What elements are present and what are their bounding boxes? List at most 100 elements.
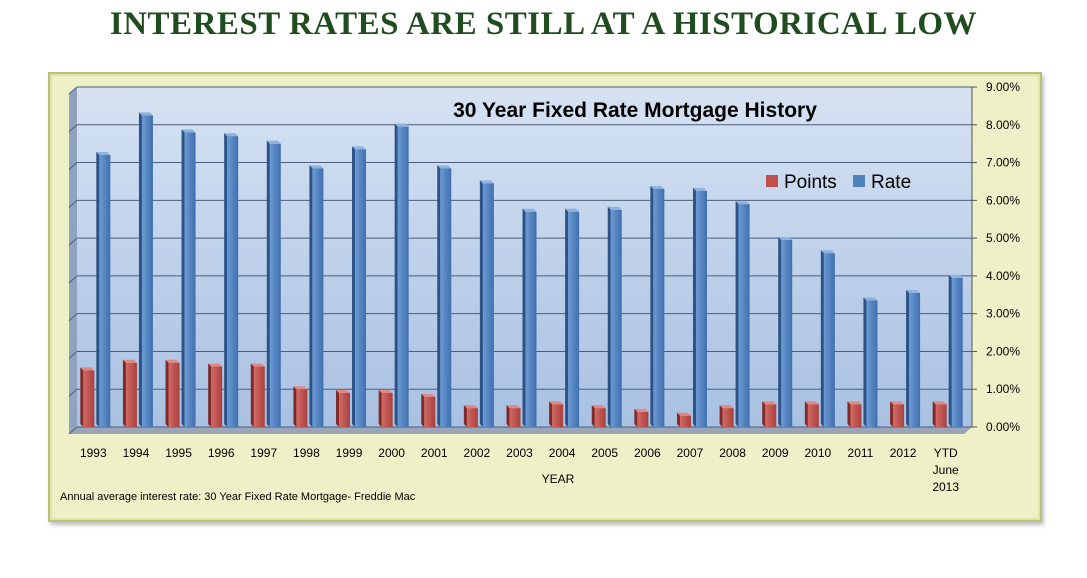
- y-tick-label: 1.00%: [986, 382, 1020, 396]
- points-bar-top: [804, 401, 819, 405]
- legend-swatch-rate: [853, 175, 865, 187]
- x-tick-label: 1999: [336, 446, 363, 460]
- rate-bar-top: [948, 274, 963, 278]
- points-bar-top: [634, 408, 649, 412]
- points-bar-top: [165, 359, 180, 363]
- legend: Points Rate: [766, 172, 911, 193]
- rate-bar-side: [309, 165, 313, 427]
- rate-bar-side: [948, 274, 952, 427]
- side-wall: [69, 87, 77, 434]
- rate-bar-top: [522, 208, 537, 212]
- rate-bar: [227, 136, 239, 427]
- points-bar-top: [762, 401, 777, 405]
- points-bar-top: [591, 405, 606, 409]
- points-bar-side: [80, 367, 84, 427]
- gridline-side: [68, 351, 78, 359]
- rate-bar: [99, 155, 111, 427]
- points-bar-side: [463, 405, 467, 427]
- gridline-side: [68, 124, 78, 133]
- x-tick-label: 2004: [549, 446, 576, 460]
- legend-swatch-points: [766, 175, 778, 187]
- points-bar: [935, 404, 947, 427]
- y-tick-label: 4.00%: [986, 269, 1020, 283]
- points-bar: [637, 411, 649, 427]
- rate-bar-side: [96, 152, 100, 427]
- x-tick-label: 1994: [123, 446, 150, 460]
- points-bar-top: [421, 393, 436, 397]
- rate-bar-top: [96, 152, 111, 155]
- points-bar-side: [549, 401, 553, 427]
- y-tick-label: 6.00%: [986, 193, 1020, 207]
- points-bar-top: [847, 401, 862, 405]
- points-bar: [83, 370, 95, 427]
- rate-bar-top: [266, 140, 281, 144]
- points-bar: [594, 408, 606, 427]
- x-tick-label: 1996: [208, 446, 235, 460]
- points-bar-top: [932, 401, 947, 405]
- rate-bar-side: [437, 165, 441, 427]
- rate-bar: [525, 211, 537, 427]
- points-bar: [893, 404, 905, 427]
- rate-bar: [397, 126, 409, 428]
- x-tick-label: 2010: [804, 446, 831, 460]
- rate-bar-top: [820, 250, 835, 254]
- legend-label-points: Points: [784, 172, 837, 193]
- rate-bar-side: [778, 237, 782, 427]
- rate-bar-top: [863, 297, 878, 301]
- x-tick-label: 2002: [464, 446, 491, 460]
- x-tick-label: 1998: [293, 446, 320, 460]
- gridline-side: [68, 313, 78, 322]
- rate-bar: [951, 277, 963, 427]
- y-tick-label: 2.00%: [986, 344, 1020, 358]
- rate-bar-side: [138, 112, 142, 427]
- gridline-side: [68, 388, 78, 397]
- rate-bar: [738, 204, 750, 427]
- gridline-side: [68, 162, 78, 170]
- points-bar-side: [122, 359, 126, 427]
- x-tick-label: 2011: [848, 446, 874, 460]
- y-tick-label: 8.00%: [986, 118, 1020, 132]
- chart-title: 30 Year Fixed Rate Mortgage History: [453, 99, 817, 122]
- points-bar-side: [165, 359, 169, 427]
- rate-bar-side: [607, 206, 611, 427]
- rate-bar-side: [906, 289, 910, 427]
- points-bar: [850, 404, 862, 427]
- points-bar-side: [250, 363, 254, 427]
- rate-bar-side: [181, 129, 185, 428]
- points-bar: [168, 362, 180, 427]
- x-tick-label: 1995: [165, 446, 192, 460]
- y-tick-label: 0.00%: [986, 420, 1020, 434]
- x-tick-label: 2005: [591, 446, 618, 460]
- rate-bar-top: [309, 165, 324, 169]
- rate-bar: [312, 168, 324, 427]
- rate-bar: [823, 253, 835, 427]
- points-bar-side: [293, 386, 297, 427]
- x-tick-label: YTD June 2013: [932, 446, 959, 494]
- x-tick-label: 2009: [762, 446, 789, 460]
- gridline-side: [68, 237, 78, 246]
- y-tick-label: 3.00%: [986, 307, 1020, 321]
- points-bar: [339, 393, 351, 427]
- rate-bar-side: [863, 297, 867, 427]
- gridline-side: [68, 199, 78, 208]
- rate-bar: [695, 190, 707, 427]
- rate-bar: [909, 292, 921, 427]
- points-bar-top: [719, 405, 734, 409]
- rate-bar-side: [735, 201, 739, 427]
- y-tick-label: 5.00%: [986, 231, 1020, 245]
- points-bar: [807, 404, 819, 427]
- rate-bar-top: [607, 206, 622, 210]
- points-bar-side: [719, 405, 723, 427]
- x-tick-label: 2007: [677, 446, 704, 460]
- points-bar-side: [634, 408, 638, 427]
- rate-bar: [269, 143, 281, 427]
- rate-bar-top: [735, 201, 750, 205]
- points-bar-side: [847, 401, 851, 427]
- rate-bar: [866, 300, 878, 427]
- points-bar-top: [549, 401, 564, 405]
- rate-bar-side: [479, 180, 483, 427]
- rate-bar-top: [778, 237, 793, 240]
- y-axis: 0.00% 1.00% 2.00% 3.00% 4.00% 5.00% 6.00% 7.00%…: [971, 80, 1020, 434]
- rate-bar-top: [650, 186, 665, 189]
